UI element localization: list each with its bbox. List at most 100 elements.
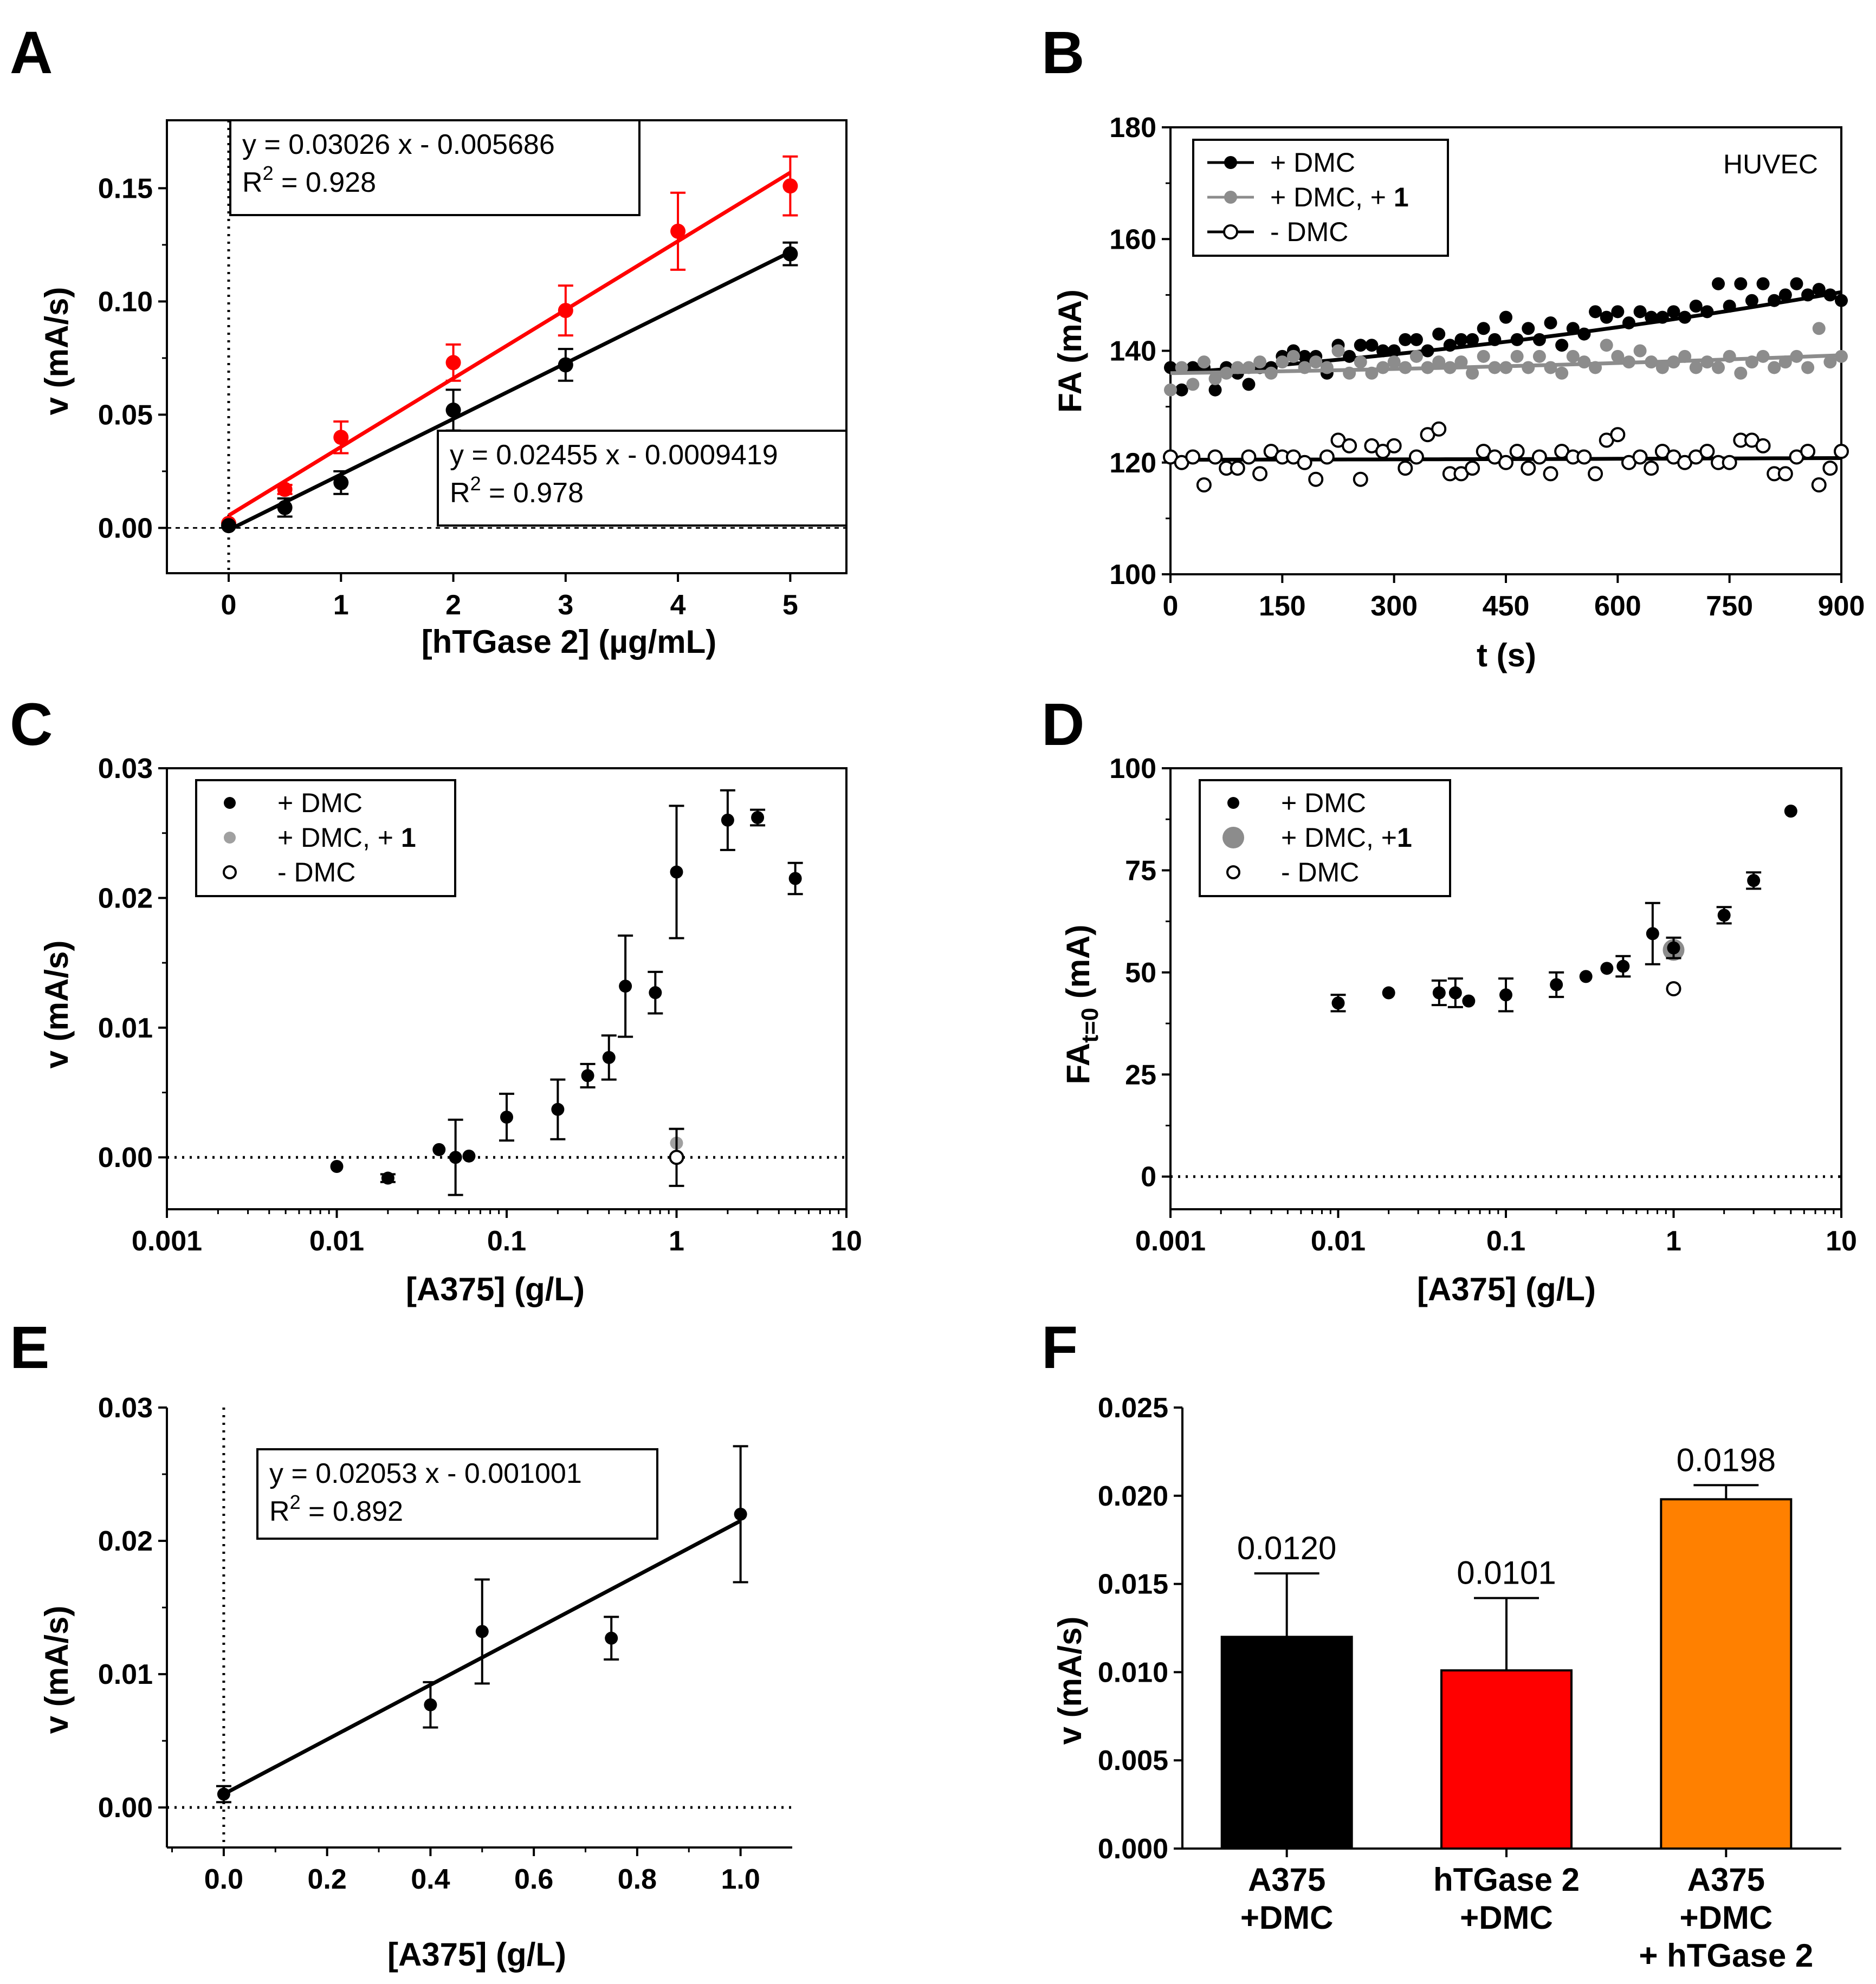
y-tick-label-F: 0.010 — [1098, 1657, 1168, 1688]
data-point-- DMC — [1196, 477, 1212, 492]
data-point-red — [558, 303, 573, 319]
data-point-+ DMC — [1577, 327, 1591, 341]
legend-label-text-C: + DMC, + — [277, 822, 401, 853]
data-point-+ DMC — [1409, 333, 1423, 346]
data-point-+ DMC — [1164, 361, 1177, 374]
bar-F — [1660, 1498, 1793, 1850]
annotation-r2-value-A-black: = 0.978 — [481, 477, 584, 509]
x-tick-label-C: 0.1 — [487, 1226, 526, 1257]
data-point-+ DMC, + 1 — [1566, 349, 1580, 363]
plot-E: 0.00 0.01 0.02 0.03 0.0 0.2 0.4 0.6 0.8 1.0 y = 0.… — [98, 1392, 792, 1895]
data-point-- DMC — [1398, 461, 1413, 476]
y-tick-label-D: 75 — [1125, 855, 1156, 886]
data-point-+ DMC, + 1 — [1655, 361, 1669, 374]
legend-marker-B — [1223, 224, 1238, 239]
legend-label-bold-B: 1 — [1394, 182, 1409, 212]
legend-box-C — [195, 779, 456, 897]
data-point-+ DMC — [1443, 339, 1457, 352]
data-point-+ DMC — [1532, 333, 1546, 346]
data-point-- DMC — [1509, 444, 1525, 459]
data-point-+ DMC — [1700, 305, 1714, 319]
data-point-+ DMC, + 1 — [1220, 366, 1233, 380]
legend-marker-C — [223, 865, 237, 879]
y-tick-label-A: 0.10 — [98, 286, 153, 317]
data-point-+ DMC — [1555, 339, 1569, 352]
data-point-+ DMC, + 1 — [1522, 361, 1535, 374]
data-point-+ DMC — [1667, 305, 1680, 319]
data-point-- DMC — [1342, 438, 1357, 453]
y-tick-label-C: 0.01 — [98, 1013, 153, 1044]
bar-F — [1220, 1636, 1353, 1850]
legend-label-text-C: + DMC — [277, 788, 363, 818]
data-point-+ DMC — [462, 1149, 476, 1163]
data-point-+ DMC — [1622, 316, 1635, 329]
data-point-+ DMC, + 1 — [1331, 344, 1345, 358]
data-point-+ DMC, + 1 — [1645, 355, 1658, 369]
data-point-red — [445, 355, 461, 371]
data-point-+ DMC, + 1 — [1197, 355, 1211, 369]
data-point-+ DMC — [1646, 927, 1659, 941]
data-point-+ DMC — [1462, 994, 1476, 1008]
y-tick-label-B: 100 — [1109, 559, 1156, 591]
data-point-+ DMC — [1477, 322, 1490, 335]
legend-marker-D — [1227, 797, 1239, 809]
data-point-+ DMC — [1454, 333, 1468, 346]
data-point-red — [670, 223, 686, 239]
data-point-- DMC — [1353, 471, 1368, 487]
y-tick-label-D: 25 — [1125, 1059, 1156, 1091]
annotation-box-A-black — [437, 430, 848, 527]
data-point-+ DMC, + 1 — [1354, 355, 1367, 369]
data-point-+ DMC — [1499, 988, 1512, 1002]
data-point-+ DMC, + 1 — [1745, 355, 1758, 369]
category-label-F: + hTGase 2 — [1639, 1937, 1813, 1974]
y-tick-label-D: 0 — [1141, 1162, 1156, 1193]
x-tick-label-A: 5 — [782, 589, 798, 621]
panel-label-B: B — [1041, 20, 1084, 86]
data-point-+ DMC, + 1 — [1734, 366, 1748, 380]
data-point-+ DMC — [1717, 909, 1731, 922]
plot-C: 0.00 0.01 0.02 0.03 0.001 0.01 0.1 1 10 + DMC + DM… — [98, 753, 862, 1257]
data-point-+ DMC, + 1 — [1186, 378, 1200, 391]
data-point-+ DMC — [449, 1151, 462, 1164]
data-point-- DMC — [1498, 455, 1513, 470]
data-point-E — [424, 1698, 437, 1711]
data-point-red — [333, 430, 349, 445]
data-point-+ DMC — [1778, 288, 1792, 302]
data-point-+ DMC — [670, 865, 683, 879]
ylabel-D-sub: t=0 — [1077, 1008, 1103, 1043]
x-tick-label-E: 0.0 — [204, 1864, 243, 1895]
data-point-- DMC — [1822, 461, 1838, 476]
legend-label-B: + DMC, + 1 — [1270, 182, 1409, 212]
data-point-+ DMC — [1655, 310, 1669, 324]
data-point-+ DMC — [432, 1143, 446, 1156]
data-point-+ DMC — [1835, 294, 1848, 307]
data-point-- DMC — [1834, 444, 1849, 459]
data-point-- DMC — [1465, 461, 1480, 476]
data-point-black — [558, 357, 573, 373]
data-point-+ DMC, + 1 — [1432, 355, 1446, 369]
legend-label-D: + DMC — [1281, 788, 1366, 818]
data-point-+ DMC — [1399, 333, 1412, 346]
data-point-+ DMC — [1365, 339, 1379, 352]
data-point-- DMC — [1777, 466, 1793, 482]
panel-label-F: F — [1041, 1314, 1078, 1381]
panel-A: A v (mA/s) [hTGase 2] (µg/mL) 0.000.050.… — [10, 20, 848, 660]
ylabel-E: v (mA/s) — [38, 1606, 75, 1734]
plot-B: 100 120 140 160 180 0 150 300 450 600 750 900 HUVEC +… — [1109, 112, 1865, 622]
data-point-+ DMC, + 1 — [1600, 339, 1613, 352]
xlabel-A: [hTGase 2] (µg/mL) — [422, 624, 717, 660]
data-point-+ DMC — [1354, 339, 1367, 352]
data-point-+ DMC — [1600, 310, 1613, 324]
data-point-E — [734, 1507, 747, 1521]
data-point-+ DMC, + 1 — [1454, 355, 1468, 369]
data-point-+ DMC — [1756, 277, 1770, 290]
data-point-- DMC — [1252, 466, 1268, 482]
data-point-+ DMC — [1488, 333, 1502, 346]
data-point-+ DMC — [788, 872, 802, 885]
ylabel-B: FA (mA) — [1052, 289, 1088, 413]
legend-label-text-D: + DMC — [1281, 788, 1366, 818]
data-point-+ DMC, + 1 — [1756, 349, 1770, 363]
y-tick-label-B: 140 — [1109, 336, 1156, 367]
bar-F — [1440, 1669, 1573, 1850]
x-tick-label-E: 0.2 — [308, 1864, 347, 1895]
